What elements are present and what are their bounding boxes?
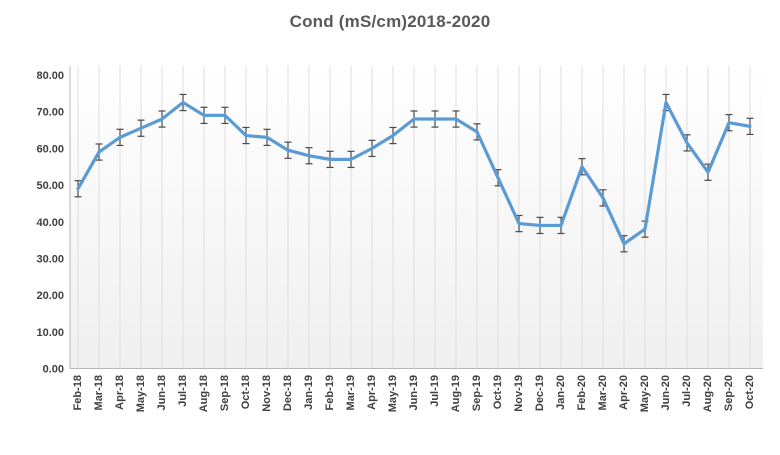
y-axis-label: 0.00	[43, 364, 64, 376]
x-axis-label: Oct-18	[240, 375, 252, 409]
x-axis-label: Mar-18	[93, 375, 105, 410]
x-axis-label: Aug-20	[702, 375, 714, 412]
x-axis-label: Jan-19	[303, 375, 315, 410]
x-axis-label: Sep-18	[219, 375, 231, 411]
x-axis-label: Apr-19	[366, 375, 378, 410]
x-axis-label: Jun-19	[408, 375, 420, 410]
x-axis-label: Feb-19	[324, 375, 336, 410]
x-axis-label: Oct-20	[744, 375, 756, 409]
x-axis-label: Mar-19	[345, 375, 357, 410]
series-line	[76, 100, 752, 246]
x-axis-label: Dec-19	[534, 375, 546, 411]
x-axis-label: Aug-18	[198, 375, 210, 412]
x-axis-label: Jun-18	[156, 375, 168, 410]
x-axis-labels: Feb-18 Mar-18 Apr-18 May-18 Jun-18 Jul-18 Aug-…	[72, 375, 756, 412]
y-axis-label: 10.00	[36, 327, 64, 339]
x-axis-label: Sep-20	[723, 375, 735, 411]
x-axis-label: Jul-19	[429, 375, 441, 407]
x-axis-label: Jan-20	[555, 375, 567, 410]
x-axis-label: May-18	[135, 375, 147, 412]
x-axis-label: Dec-18	[282, 375, 294, 411]
y-axis-label: 70.00	[36, 107, 64, 119]
x-axis-label: Jul-18	[177, 375, 189, 407]
y-axis-label: 50.00	[36, 180, 64, 192]
x-axis-label: Feb-20	[576, 375, 588, 410]
x-axis-label: Nov-18	[261, 375, 273, 412]
y-axis-label: 30.00	[36, 253, 64, 265]
x-axis-label: Apr-20	[618, 375, 630, 410]
x-axis-label: Oct-19	[492, 375, 504, 409]
x-axis-label: Nov-19	[513, 375, 525, 412]
x-axis-label: Aug-19	[450, 375, 462, 412]
chart-title: Cond (mS/cm)2018-2020	[289, 12, 491, 31]
x-axis-label: Apr-18	[114, 375, 126, 410]
x-axis-label: May-20	[639, 375, 651, 412]
y-axis-label: 80.00	[36, 70, 64, 82]
y-axis-label: 60.00	[36, 143, 64, 155]
x-axis-label: May-19	[387, 375, 399, 412]
y-axis-labels: 80.00 70.00 60.00 50.00 40.00 30.00 20.00 10.00…	[36, 70, 64, 376]
x-axis-label: Jul-20	[681, 375, 693, 407]
y-axis-label: 20.00	[36, 290, 64, 302]
x-axis-label: Mar-20	[597, 375, 609, 410]
x-axis-label: Jun-20	[660, 375, 672, 410]
y-axis-label: 40.00	[36, 217, 64, 229]
x-axis-label: Feb-18	[72, 375, 84, 410]
x-axis-label: Sep-19	[471, 375, 483, 411]
